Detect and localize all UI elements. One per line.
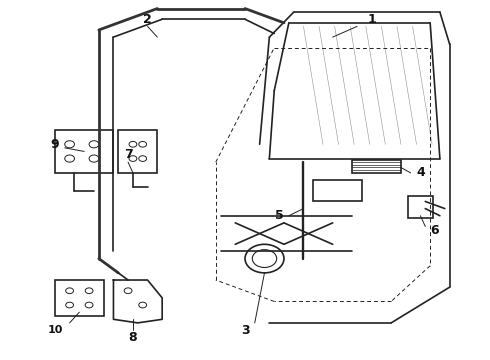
- Text: 10: 10: [48, 325, 63, 335]
- Text: 8: 8: [129, 331, 137, 344]
- Text: 6: 6: [431, 224, 440, 237]
- Text: 7: 7: [123, 148, 132, 162]
- Text: 1: 1: [368, 13, 376, 26]
- Text: 4: 4: [416, 166, 425, 179]
- Text: 5: 5: [275, 209, 284, 222]
- Text: 2: 2: [143, 13, 152, 26]
- Text: 9: 9: [50, 138, 59, 151]
- Text: 3: 3: [241, 324, 249, 337]
